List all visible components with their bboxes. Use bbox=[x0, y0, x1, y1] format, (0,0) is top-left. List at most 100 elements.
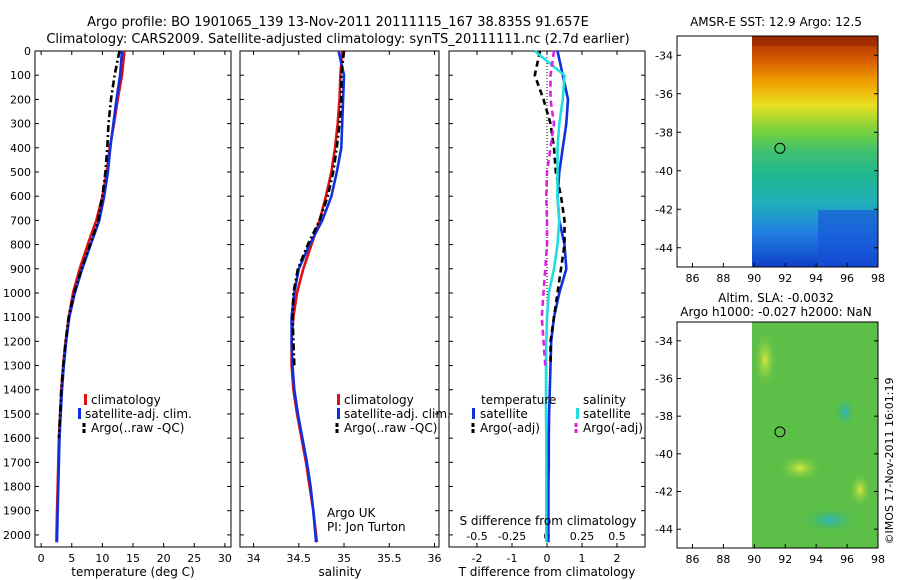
depth-tick-label: 400 bbox=[10, 142, 31, 155]
salinity-diff-tick-label: -0.25 bbox=[498, 530, 526, 543]
latitude-label: -44 bbox=[655, 523, 673, 536]
xtick-label: 10 bbox=[95, 552, 109, 565]
sla-map-title-2: Argo h1000: -0.027 h2000: NaN bbox=[680, 305, 872, 319]
temperature-panel: 0100200300400500600700800900100011001200… bbox=[3, 45, 232, 579]
title-line-1: Argo profile: BO 1901065_139 13-Nov-2011… bbox=[87, 15, 589, 30]
depth-tick-label: 500 bbox=[10, 166, 31, 179]
xtick-label: 2 bbox=[614, 552, 621, 565]
imos-timestamp: ©IMOS 17-Nov-2011 16:01:19 bbox=[883, 378, 896, 545]
latitude-label: -38 bbox=[655, 126, 673, 139]
series-line-satellite-adj-clim- bbox=[55, 50, 124, 543]
legend-swatch-climatology bbox=[337, 394, 340, 405]
latitude-label: -36 bbox=[655, 88, 673, 101]
legend-title-salinity: salinity bbox=[583, 393, 626, 407]
longitude-label: 94 bbox=[809, 553, 823, 566]
legend-label-argo: Argo(..raw -QC) bbox=[344, 421, 437, 435]
difference-xlabel: T difference from climatology bbox=[458, 565, 636, 579]
sla-anomaly-positive bbox=[778, 454, 822, 482]
latitude-label: -38 bbox=[655, 410, 673, 423]
longitude-label: 88 bbox=[716, 272, 730, 285]
latitude-label: -34 bbox=[655, 49, 673, 62]
longitude-label: 86 bbox=[685, 272, 699, 285]
depth-tick-label: 2000 bbox=[3, 529, 31, 542]
longitude-label: 94 bbox=[809, 272, 823, 285]
xtick-label: 25 bbox=[187, 552, 201, 565]
sla-map-title-1: Altim. SLA: -0.0032 bbox=[718, 291, 834, 305]
salinity-diff-tick-label: -0.5 bbox=[466, 530, 487, 543]
latitude-label: -42 bbox=[655, 486, 673, 499]
longitude-label: 92 bbox=[778, 272, 792, 285]
salinity-legend: climatology satellite-adj. clim. Argo(..… bbox=[335, 393, 451, 435]
legend-label-temperature-argo: Argo(-adj) bbox=[480, 421, 540, 435]
xtick-label: -1 bbox=[507, 552, 518, 565]
salinity-series bbox=[290, 50, 346, 543]
latitude-label: -40 bbox=[655, 448, 673, 461]
depth-tick-label: 1300 bbox=[3, 360, 31, 373]
legend-swatch-satellite bbox=[78, 408, 81, 419]
sla-map-panel: Altim. SLA: -0.0032 Argo h1000: -0.027 h… bbox=[655, 291, 885, 566]
argo-float-marker bbox=[774, 426, 786, 438]
depth-tick-label: 200 bbox=[10, 93, 31, 106]
series-line-temperature-argo-adj- bbox=[533, 50, 566, 366]
legend-label-salinity-satellite: satellite bbox=[583, 407, 631, 421]
series-line-salinity-satellite bbox=[533, 49, 566, 543]
legend-swatch-climatology bbox=[84, 394, 87, 405]
sst-map-axes: 86 88 90 92 94 96 98 -34 -36 -38 -40 -42 -44 bbox=[655, 49, 885, 285]
series-line-argo-raw-qc- bbox=[291, 50, 346, 366]
sla-map-axes: 86 88 90 92 94 96 98 -34 -36 -38 -40 -42 -44 bbox=[655, 335, 885, 566]
legend-label-climatology: climatology bbox=[91, 393, 161, 407]
legend-swatch-salinity-satellite bbox=[576, 408, 579, 419]
sla-anomaly-negative bbox=[835, 398, 855, 426]
xtick-label: 0 bbox=[38, 552, 45, 565]
difference-x-axis: -2 -1 0 1 2 bbox=[472, 51, 621, 565]
depth-axis: 0 100 200 300 400 500 600 700 800 900 1000 1100 1200… bbox=[3, 45, 231, 542]
depth-tick-label: 300 bbox=[10, 118, 31, 131]
sst-map-frame bbox=[676, 35, 879, 268]
legend-swatch-satellite bbox=[337, 408, 340, 419]
longitude-label: 90 bbox=[747, 553, 761, 566]
longitude-label: 86 bbox=[685, 553, 699, 566]
latitude-label: -34 bbox=[655, 335, 673, 348]
legend-label-satellite: satellite-adj. clim. bbox=[85, 407, 192, 421]
series-line-climatology bbox=[290, 50, 344, 543]
legend-label-argo: Argo(..raw -QC) bbox=[91, 421, 184, 435]
longitude-label: 98 bbox=[871, 272, 885, 285]
xtick-label: 34.5 bbox=[287, 552, 312, 565]
longitude-label: 90 bbox=[747, 272, 761, 285]
xtick-label: -2 bbox=[472, 552, 483, 565]
title-line-2: Climatology: CARS2009. Satellite-adjuste… bbox=[46, 32, 629, 47]
depth-tick-label: 600 bbox=[10, 190, 31, 203]
sla-anomaly-positive bbox=[753, 330, 777, 390]
xtick-label: 35 bbox=[337, 552, 351, 565]
legend-swatch-temperature-satellite bbox=[472, 408, 475, 419]
depth-tick-label: 1000 bbox=[3, 287, 31, 300]
float-owner: Argo UK bbox=[327, 506, 376, 520]
xtick-label: 1 bbox=[579, 552, 586, 565]
temperature-series bbox=[55, 50, 126, 543]
xtick-label: 36 bbox=[427, 552, 441, 565]
legend-label-climatology: climatology bbox=[344, 393, 414, 407]
depth-tick-label: 700 bbox=[10, 214, 31, 227]
sst-cold-patch bbox=[818, 210, 878, 267]
difference-panel: -2 -1 0 1 2 -0.5 -0.25 0 0.25 0.5 T difference f… bbox=[448, 49, 646, 579]
xtick-label: 30 bbox=[218, 552, 232, 565]
xtick-label: 35.5 bbox=[377, 552, 402, 565]
depth-tick-label: 1100 bbox=[3, 311, 31, 324]
salinity-difference-label: S difference from climatology bbox=[460, 514, 637, 528]
sst-warm-band bbox=[752, 36, 878, 46]
depth-tick-label: 800 bbox=[10, 239, 31, 252]
temperature-x-axis: 0 5 10 15 20 25 30 bbox=[38, 51, 232, 565]
temperature-xlabel: temperature (deg C) bbox=[71, 565, 194, 579]
series-line-satellite-adj-clim- bbox=[290, 50, 346, 543]
salinity-diff-tick-label: 0.25 bbox=[570, 530, 595, 543]
argo-float-marker bbox=[774, 142, 786, 154]
latitude-label: -36 bbox=[655, 373, 673, 386]
sst-map-title: AMSR-E SST: 12.9 Argo: 12.5 bbox=[690, 15, 862, 29]
sla-map-frame bbox=[676, 321, 879, 549]
depth-tick-label: 1700 bbox=[3, 456, 31, 469]
longitude-label: 92 bbox=[778, 553, 792, 566]
latitude-label: -44 bbox=[655, 242, 673, 255]
salinity-xlabel: salinity bbox=[318, 565, 361, 579]
xtick-label: 0 bbox=[544, 552, 551, 565]
